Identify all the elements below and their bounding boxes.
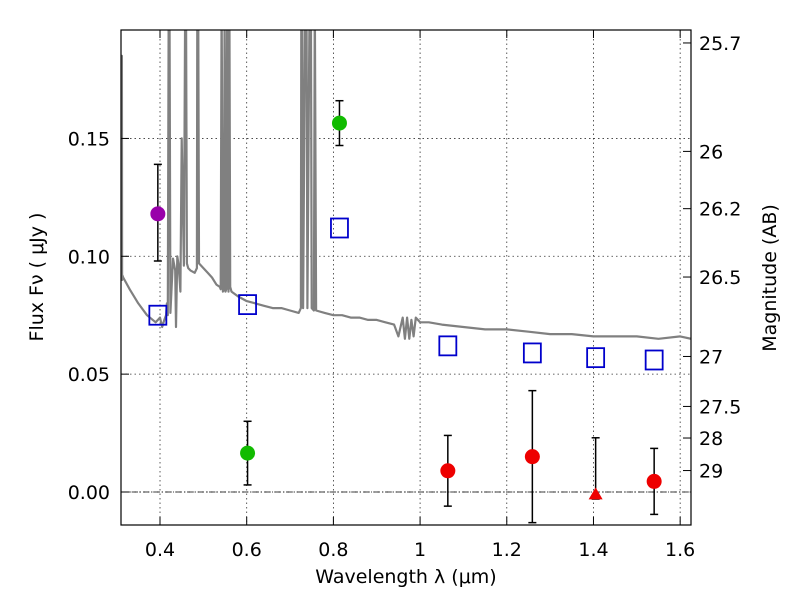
right-tick-label: 27.5 [699,396,741,418]
data-point [646,473,662,489]
x-axis-ticks: 0.4 0.6 0.8 1 1.2 1.4 1.6 [145,30,695,561]
data-point [331,115,347,131]
y-tick-label: 0.00 [68,482,110,504]
right-tick-label: 28 [699,428,723,450]
model-box-marker [330,217,349,239]
right-axis-label: Magnitude (AB) [759,204,781,352]
right-tick-label: 29 [699,461,723,483]
right-tick-label: 27 [699,346,723,368]
sed-curve [121,30,691,340]
x-tick-label: 1 [414,539,426,561]
plot-background [121,30,691,525]
grid-lines [121,30,691,525]
right-tick-label: 26.2 [699,199,741,221]
sed-curve-layer [121,30,691,340]
y-tick-label: 0.10 [68,246,110,268]
data-markers [148,99,664,524]
data-point [524,449,540,465]
right-tick-label: 26.5 [699,267,741,289]
y-tick-label: 0.15 [68,128,110,150]
x-axis-label: Wavelength λ (μm) [315,566,496,588]
model-box-marker [148,304,168,326]
data-point [150,206,166,222]
data-point [240,445,256,461]
model-box-marker [644,349,664,371]
model-box-marker [238,294,257,316]
right-tick-label: 25.7 [699,33,741,55]
x-tick-label: 1.2 [492,539,522,561]
x-tick-label: 1.6 [665,539,695,561]
x-tick-label: 1.4 [578,539,608,561]
x-tick-label: 0.6 [232,539,262,561]
data-point [440,463,456,479]
model-box-marker [522,342,542,364]
right-magnitude-ticks: 25.7 26 26.2 26.5 27 27.5 28 29 [683,33,741,483]
y-axis-label: Flux Fν ( μJy ) [26,213,48,342]
x-tick-label: 0.4 [145,539,175,561]
x-tick-label: 0.8 [318,539,348,561]
upper-limit-marker [588,487,603,500]
y-axis-ticks: 0.00 0.05 0.10 0.15 [68,128,129,504]
model-box-marker [438,335,458,357]
model-box-marker [586,347,606,369]
right-tick-label: 26 [699,141,723,163]
y-tick-label: 0.05 [68,364,110,386]
